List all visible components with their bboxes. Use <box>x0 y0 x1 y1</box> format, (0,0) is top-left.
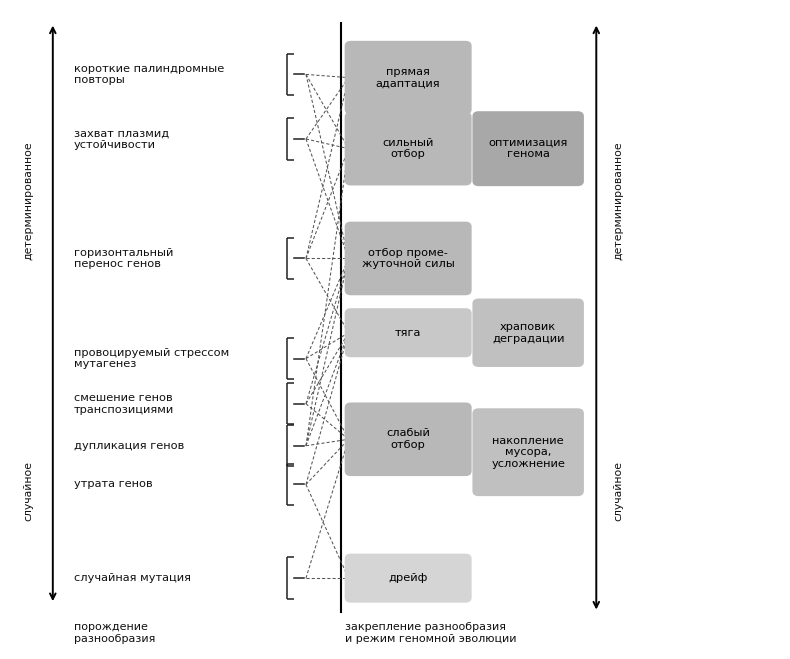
Text: тяга: тяга <box>395 328 421 337</box>
Text: прямая
адаптация: прямая адаптация <box>376 67 441 88</box>
Text: закрепление разнообразия
и режим геномной эволюции: закрепление разнообразия и режим геномно… <box>344 622 516 644</box>
FancyBboxPatch shape <box>472 299 584 367</box>
Text: накопление
мусора,
усложнение: накопление мусора, усложнение <box>491 436 565 469</box>
FancyBboxPatch shape <box>344 403 472 476</box>
FancyBboxPatch shape <box>344 41 472 115</box>
Text: случайное: случайное <box>613 461 623 521</box>
FancyBboxPatch shape <box>344 554 472 603</box>
Text: дрейф: дрейф <box>389 573 428 583</box>
Text: захват плазмид
устойчивости: захват плазмид устойчивости <box>73 129 169 150</box>
Text: горизонтальный
перенос генов: горизонтальный перенос генов <box>73 248 173 270</box>
Text: смешение генов
транспозициями: смешение генов транспозициями <box>73 393 174 415</box>
Text: слабый
отбор: слабый отбор <box>386 428 430 450</box>
Text: провоцируемый стрессом
мутагенез: провоцируемый стрессом мутагенез <box>73 348 229 369</box>
Text: утрата генов: утрата генов <box>73 480 152 490</box>
Text: дупликация генов: дупликация генов <box>73 441 184 451</box>
Text: детерминированное: детерминированное <box>23 141 33 260</box>
FancyBboxPatch shape <box>472 111 584 186</box>
Text: детерминированное: детерминированное <box>613 141 623 260</box>
FancyBboxPatch shape <box>344 112 472 185</box>
Text: случайная мутация: случайная мутация <box>73 573 190 583</box>
Text: сильный
отбор: сильный отбор <box>382 138 434 159</box>
FancyBboxPatch shape <box>344 221 472 295</box>
Text: короткие палиндромные
повторы: короткие палиндромные повторы <box>73 64 224 85</box>
Text: порождение
разнообразия: порождение разнообразия <box>73 622 155 644</box>
Text: храповик
деградации: храповик деградации <box>492 322 564 343</box>
FancyBboxPatch shape <box>472 409 584 496</box>
Text: оптимизация
генома: оптимизация генома <box>488 138 568 159</box>
Text: случайное: случайное <box>23 461 33 521</box>
FancyBboxPatch shape <box>344 308 472 357</box>
Text: отбор проме-
жуточной силы: отбор проме- жуточной силы <box>362 248 454 270</box>
